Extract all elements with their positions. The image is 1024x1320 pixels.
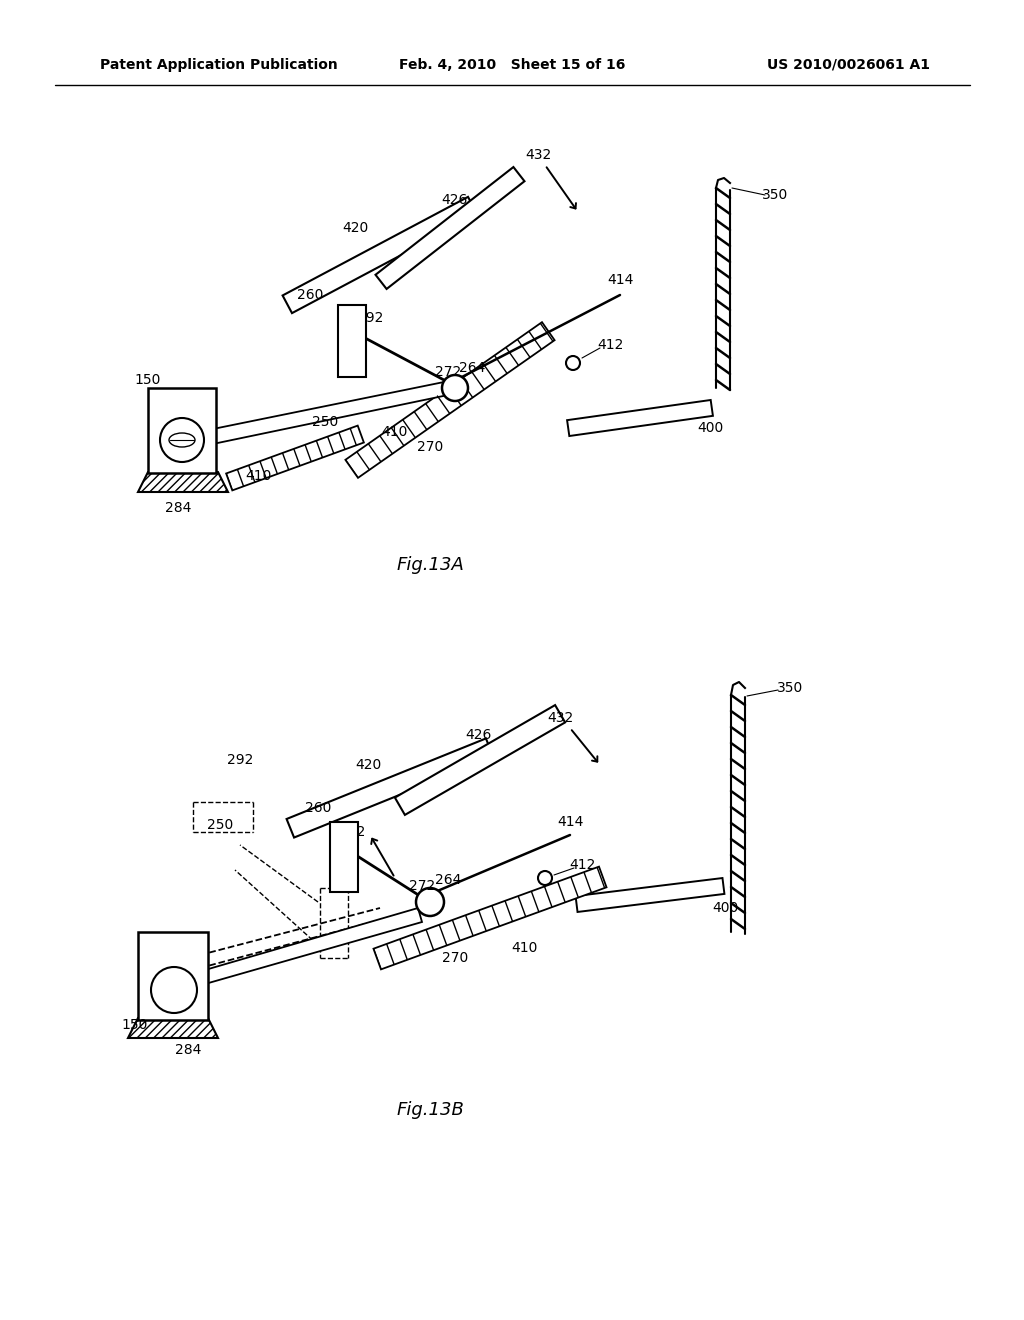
Text: 250: 250 [207, 818, 233, 832]
Polygon shape [345, 322, 555, 478]
Polygon shape [287, 738, 494, 838]
Text: 250: 250 [312, 414, 338, 429]
Polygon shape [567, 400, 713, 436]
Text: 292: 292 [356, 312, 383, 325]
Text: 284: 284 [175, 1043, 201, 1057]
Text: 270: 270 [417, 440, 443, 454]
Text: 410: 410 [382, 425, 409, 440]
Text: 264: 264 [459, 360, 485, 375]
Polygon shape [226, 425, 364, 491]
Text: 426: 426 [465, 729, 492, 742]
Polygon shape [575, 878, 724, 912]
Text: 410: 410 [512, 941, 539, 954]
Text: 420: 420 [342, 220, 368, 235]
Text: US 2010/0026061 A1: US 2010/0026061 A1 [767, 58, 930, 73]
Text: 432: 432 [547, 711, 573, 725]
Text: 292: 292 [339, 825, 366, 840]
Text: 414: 414 [557, 814, 584, 829]
Polygon shape [374, 867, 606, 969]
Bar [330, 822, 358, 892]
Text: 412: 412 [568, 858, 595, 873]
Text: Fig.13B: Fig.13B [396, 1101, 464, 1119]
Text: 400: 400 [697, 421, 723, 436]
Bar [148, 388, 216, 473]
Polygon shape [205, 908, 422, 983]
Circle shape [442, 375, 468, 401]
Text: 150: 150 [122, 1018, 148, 1032]
Polygon shape [128, 1018, 218, 1038]
Text: 426: 426 [441, 193, 468, 207]
Circle shape [151, 968, 197, 1012]
Text: 264: 264 [435, 873, 461, 887]
Text: Patent Application Publication: Patent Application Publication [100, 58, 338, 73]
Polygon shape [376, 168, 524, 289]
Text: 400: 400 [712, 902, 738, 915]
Polygon shape [395, 705, 565, 814]
Circle shape [566, 356, 580, 370]
Text: 150: 150 [135, 374, 161, 387]
Ellipse shape [169, 433, 195, 447]
Text: 260: 260 [305, 801, 331, 814]
Circle shape [416, 888, 444, 916]
Text: 350: 350 [777, 681, 803, 696]
Polygon shape [283, 197, 477, 313]
Polygon shape [208, 381, 449, 445]
Text: 270: 270 [442, 950, 468, 965]
Text: 284: 284 [165, 502, 191, 515]
Bar [138, 932, 208, 1020]
Text: 412: 412 [597, 338, 624, 352]
Text: 260: 260 [297, 288, 324, 302]
Polygon shape [138, 473, 228, 492]
Circle shape [538, 871, 552, 884]
Text: 350: 350 [762, 187, 788, 202]
Text: 432: 432 [525, 148, 551, 162]
Text: 272: 272 [435, 366, 461, 379]
Text: 420: 420 [355, 758, 381, 772]
Bar [338, 305, 366, 378]
Text: Feb. 4, 2010   Sheet 15 of 16: Feb. 4, 2010 Sheet 15 of 16 [398, 58, 626, 73]
Text: 292: 292 [226, 752, 253, 767]
Text: 272: 272 [409, 879, 435, 894]
Circle shape [160, 418, 204, 462]
Text: 414: 414 [607, 273, 633, 286]
Text: Fig.13A: Fig.13A [396, 556, 464, 574]
Text: 410: 410 [245, 469, 271, 483]
